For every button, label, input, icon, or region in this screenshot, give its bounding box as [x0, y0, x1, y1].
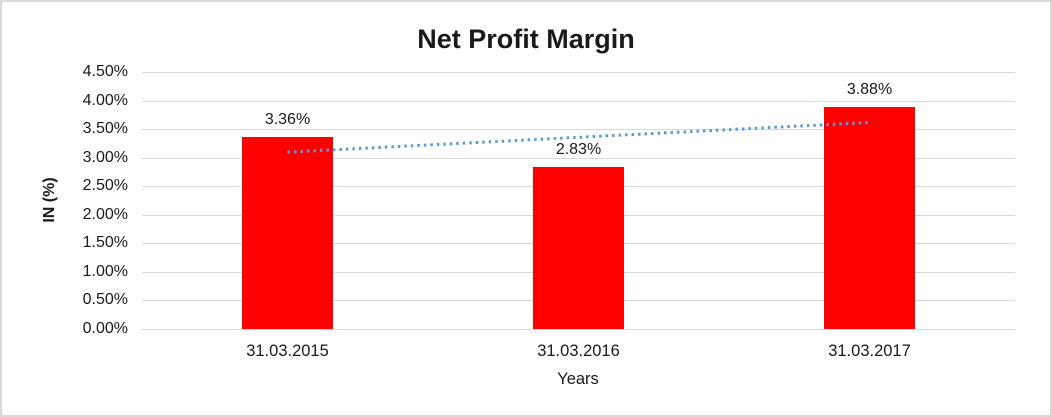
gridline [142, 129, 1015, 131]
y-tick-label: 0.00% [82, 320, 128, 337]
x-axis-title: Years [557, 370, 599, 388]
trendline [287, 120, 870, 154]
y-tick-label: 0.50% [82, 291, 128, 309]
y-tick-label: 2.00% [82, 205, 128, 223]
gridline [142, 157, 1015, 159]
gridline [142, 72, 1015, 73]
y-tick-label: 3.00% [82, 148, 128, 166]
bar [824, 107, 915, 329]
y-tick-label: 2.50% [82, 177, 128, 195]
gridline [142, 100, 1015, 102]
plot-area: 3.36% 2.83% 3.88% [142, 72, 1015, 330]
x-tick-label: 31.03.2016 [537, 342, 620, 360]
y-tick-label: 1.50% [82, 234, 128, 252]
bar-value-label: 3.36% [264, 111, 311, 129]
bar [242, 137, 333, 329]
y-tick-label: 4.00% [82, 91, 128, 109]
x-tick-label: 31.03.2015 [246, 342, 329, 360]
chart-title: Net Profit Margin [417, 24, 635, 54]
bar-value-label: 3.88% [846, 81, 893, 99]
y-tick-label: 1.00% [82, 262, 128, 280]
y-tick-label: 4.50% [82, 63, 128, 80]
bar [533, 167, 624, 329]
x-tick-label: 31.03.2017 [828, 342, 911, 360]
y-tick-label: 3.50% [82, 120, 128, 138]
bar-value-label: 2.83% [555, 141, 602, 159]
gridline [142, 329, 1015, 330]
